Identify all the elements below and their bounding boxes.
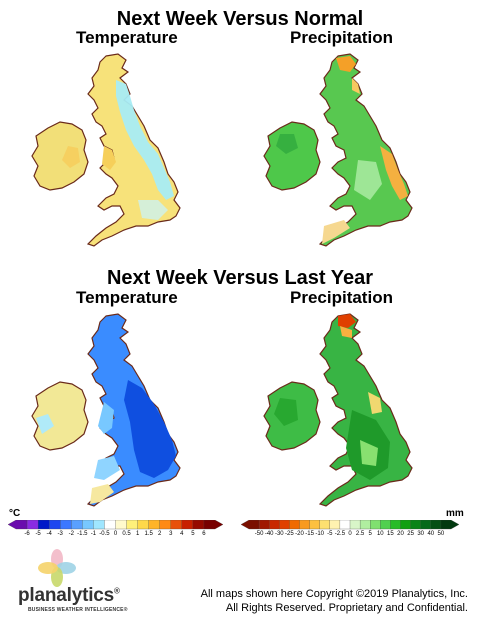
precipitation-legend-tick-label: 5 [368, 531, 372, 537]
temperature-legend-swatch [126, 520, 139, 530]
precipitation-legend-tick-label: -2.5 [334, 531, 346, 537]
temperature-legend-swatch [60, 520, 72, 530]
temperature-legend-swatch [8, 520, 28, 530]
temperature-legend-tick-label: -1.5 [77, 531, 88, 537]
precipitation-legend-swatch [339, 520, 351, 530]
precipitation-legend-swatch [400, 520, 412, 530]
temperature-legend-tick-label: 0.5 [122, 531, 131, 537]
precipitation-legend-swatch [299, 520, 311, 530]
precipitation-legend-tick-label: 50 [437, 531, 445, 537]
logo-wordmark: planalytics® [18, 585, 120, 606]
temperature-legend-swatch [104, 520, 116, 530]
precipitation-legend-tick-label: -10 [315, 531, 325, 537]
precipitation-legend-tick-label: 25 [407, 531, 414, 537]
precipitation-legend-tick-label: -30 [274, 531, 284, 537]
temperature-legend-swatch [170, 520, 183, 530]
temperature-legend-tick-label: -0.5 [99, 531, 110, 537]
temperature-legend-swatch [37, 520, 50, 530]
temperature-legend-swatch [181, 520, 194, 530]
label-normal-temperature: Temperature [76, 28, 178, 47]
temperature-legend-swatch [115, 520, 128, 530]
precipitation-legend-swatch [329, 520, 341, 530]
precipitation-legend-swatch [258, 520, 270, 530]
temperature-legend-tick-label: -5 [35, 531, 41, 537]
temperature-legend-swatch [71, 520, 83, 530]
map-lastyear-precipitation [263, 313, 413, 507]
precipitation-legend-swatch [349, 520, 361, 530]
temperature-legend-tick-label: 3 [169, 531, 173, 537]
copyright-notice: All maps shown here Copyright ©2019 Plan… [201, 587, 468, 615]
label-lastyear-temperature: Temperature [76, 288, 178, 307]
temperature-legend-tick-label: -1 [90, 531, 97, 537]
temperature-legend-swatch [82, 520, 94, 530]
precipitation-legend-swatch [289, 520, 300, 530]
precipitation-legend-tick-label: -5 [327, 531, 333, 537]
precipitation-legend-tick-label: -40 [264, 531, 274, 537]
temperature-legend-swatch [203, 520, 223, 530]
precipitation-legend-tick-label: 15 [387, 531, 394, 537]
label-normal-precipitation: Precipitation [290, 28, 393, 47]
map-normal-temperature [31, 53, 181, 247]
temperature-legend-ticks: -6 -5 -4 -3 -2 -1.5 -1 -0.5 0 0.5 1 1.5 2 3 4 5 6 [8, 531, 223, 539]
precipitation-unit-label: mm [446, 508, 464, 519]
temperature-legend-tick-label: 5 [191, 531, 195, 537]
temperature-legend-swatch [93, 520, 105, 530]
temperature-legend-swatch [148, 520, 161, 530]
section-title-normal: Next Week Versus Normal [116, 8, 364, 30]
copyright-line-1: All maps shown here Copyright ©2019 Plan… [200, 588, 468, 600]
precipitation-color-legend [241, 520, 459, 530]
temperature-legend-tick-label: -2 [68, 531, 74, 537]
temperature-legend-tick-label: 0 [113, 531, 118, 537]
precipitation-legend-tick-label: -20 [295, 531, 304, 537]
planalytics-logo-mark [38, 549, 76, 587]
precipitation-legend-tick-label: -25 [285, 531, 294, 537]
precipitation-legend-tick-label: 2.5 [355, 531, 365, 537]
temperature-legend-tick-label: 2 [158, 531, 162, 537]
temperature-legend-tick-label: -4 [46, 531, 52, 537]
precipitation-legend-swatch [430, 520, 442, 530]
temperature-legend-swatch [49, 520, 61, 530]
precipitation-legend-swatch [380, 520, 391, 530]
temperature-legend-swatch [26, 520, 39, 530]
precipitation-legend-ticks: -50 -40 -30 -25 -20 -15 -10 -5 -2.5 0 2.5 5 10 15 20 25… [241, 531, 459, 539]
precipitation-legend-swatch [269, 520, 280, 530]
temperature-legend-tick-label: -6 [24, 531, 30, 537]
copyright-line-2: All Rights Reserved. Proprietary and Con… [225, 602, 468, 614]
temperature-legend-swatch [159, 520, 172, 530]
temperature-unit-label: °C [9, 508, 21, 519]
temperature-color-legend [8, 520, 223, 530]
precipitation-legend-swatch [279, 520, 290, 530]
map-lastyear-temperature [31, 313, 181, 507]
precipitation-legend-tick-label: -50 [254, 531, 264, 537]
precipitation-legend-swatch [440, 520, 459, 530]
temperature-legend-swatch [137, 520, 150, 530]
precipitation-legend-swatch [370, 520, 381, 530]
precipitation-legend-swatch [420, 520, 432, 530]
precipitation-legend-tick-label: 10 [376, 531, 384, 537]
precipitation-legend-swatch [390, 520, 401, 530]
precipitation-legend-swatch [410, 520, 422, 530]
temperature-legend-tick-label: 1.5 [144, 531, 153, 537]
section-title-last-year: Next Week Versus Last Year [106, 267, 374, 289]
precipitation-legend-swatch [309, 520, 321, 530]
logo-tagline: BUSINESS WEATHER INTELLIGENCE® [28, 607, 128, 613]
map-normal-precipitation [263, 53, 413, 247]
precipitation-legend-swatch [359, 520, 371, 530]
temperature-legend-tick-label: 6 [202, 531, 206, 537]
temperature-legend-tick-label: 1 [135, 531, 140, 537]
label-lastyear-precipitation: Precipitation [290, 288, 393, 307]
temperature-legend-swatch [192, 520, 205, 530]
precipitation-legend-swatch [319, 520, 331, 530]
precipitation-legend-tick-label: 30 [417, 531, 425, 537]
precipitation-legend-tick-label: -15 [305, 531, 314, 537]
precipitation-legend-tick-label: 20 [397, 531, 404, 537]
precipitation-legend-tick-label: 0 [348, 531, 352, 537]
precipitation-legend-tick-label: 40 [427, 531, 435, 537]
precipitation-legend-swatch [241, 520, 260, 530]
temperature-legend-tick-label: 4 [180, 531, 184, 537]
temperature-legend-tick-label: -3 [57, 531, 63, 537]
